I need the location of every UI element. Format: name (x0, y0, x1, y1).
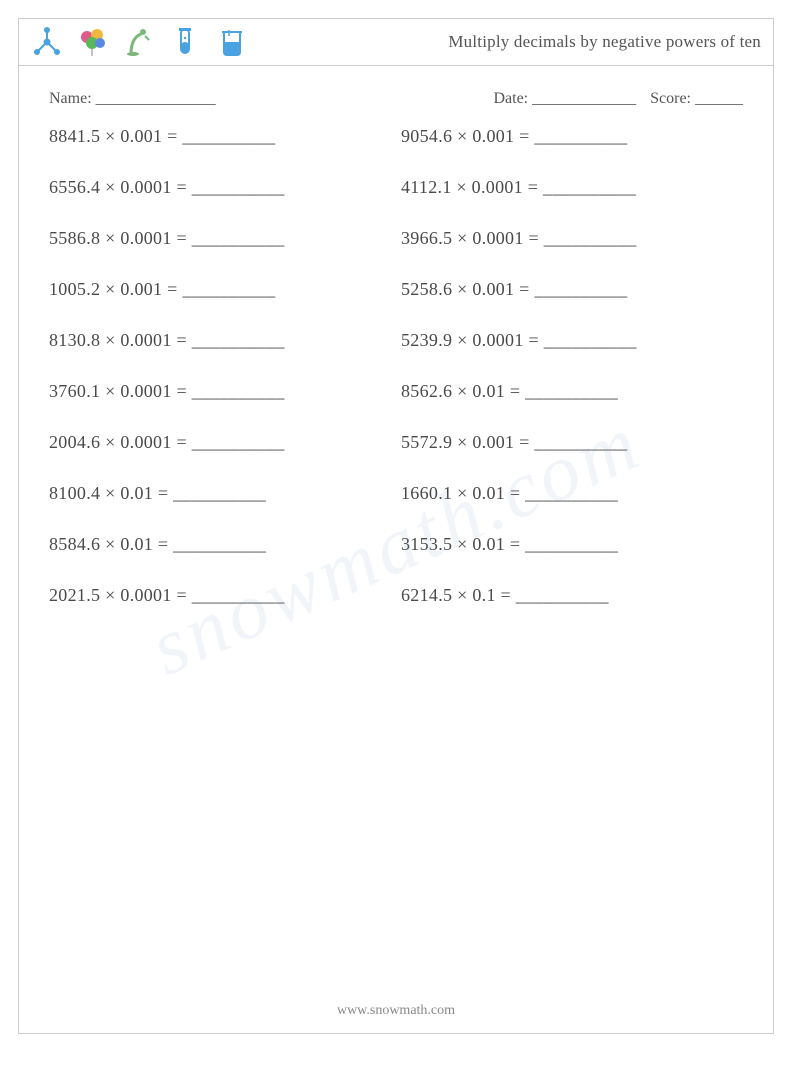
molecule-icon (31, 26, 63, 58)
balloons-icon (77, 26, 109, 58)
problem-item: 4112.1 × 0.0001 = __________ (401, 177, 743, 198)
problem-item: 2021.5 × 0.0001 = __________ (49, 585, 391, 606)
problem-item: 3966.5 × 0.0001 = __________ (401, 228, 743, 249)
problem-item: 8100.4 × 0.01 = __________ (49, 483, 391, 504)
meta-row: Name: _______________ Date: ____________… (19, 66, 773, 108)
problem-item: 5572.9 × 0.001 = __________ (401, 432, 743, 453)
problem-item: 1660.1 × 0.01 = __________ (401, 483, 743, 504)
problem-item: 6556.4 × 0.0001 = __________ (49, 177, 391, 198)
problem-item: 1005.2 × 0.001 = __________ (49, 279, 391, 300)
test-tube-icon (169, 26, 201, 58)
date-field: Date: _____________ (493, 90, 636, 108)
problem-item: 5258.6 × 0.001 = __________ (401, 279, 743, 300)
header-icons (31, 26, 247, 58)
worksheet-title: Multiply decimals by negative powers of … (448, 32, 761, 52)
problem-item: 3153.5 × 0.01 = __________ (401, 534, 743, 555)
problem-item: 9054.6 × 0.001 = __________ (401, 126, 743, 147)
problem-item: 8130.8 × 0.0001 = __________ (49, 330, 391, 351)
footer-url: www.snowmath.com (19, 1003, 773, 1019)
header: Multiply decimals by negative powers of … (19, 19, 773, 66)
name-field: Name: _______________ (49, 90, 216, 108)
problem-item: 5586.8 × 0.0001 = __________ (49, 228, 391, 249)
problem-item: 2004.6 × 0.0001 = __________ (49, 432, 391, 453)
problems-grid: 8841.5 × 0.001 = __________ 9054.6 × 0.0… (19, 108, 773, 606)
beaker-icon (215, 26, 247, 58)
problem-item: 8562.6 × 0.01 = __________ (401, 381, 743, 402)
problem-item: 8841.5 × 0.001 = __________ (49, 126, 391, 147)
problem-item: 5239.9 × 0.0001 = __________ (401, 330, 743, 351)
score-field: Score: ______ (650, 90, 743, 108)
problem-item: 3760.1 × 0.0001 = __________ (49, 381, 391, 402)
problem-item: 8584.6 × 0.01 = __________ (49, 534, 391, 555)
microscope-icon (123, 26, 155, 58)
meta-right: Date: _____________ Score: ______ (493, 90, 743, 108)
problem-item: 6214.5 × 0.1 = __________ (401, 585, 743, 606)
worksheet-page: snowmath.com (18, 18, 774, 1034)
